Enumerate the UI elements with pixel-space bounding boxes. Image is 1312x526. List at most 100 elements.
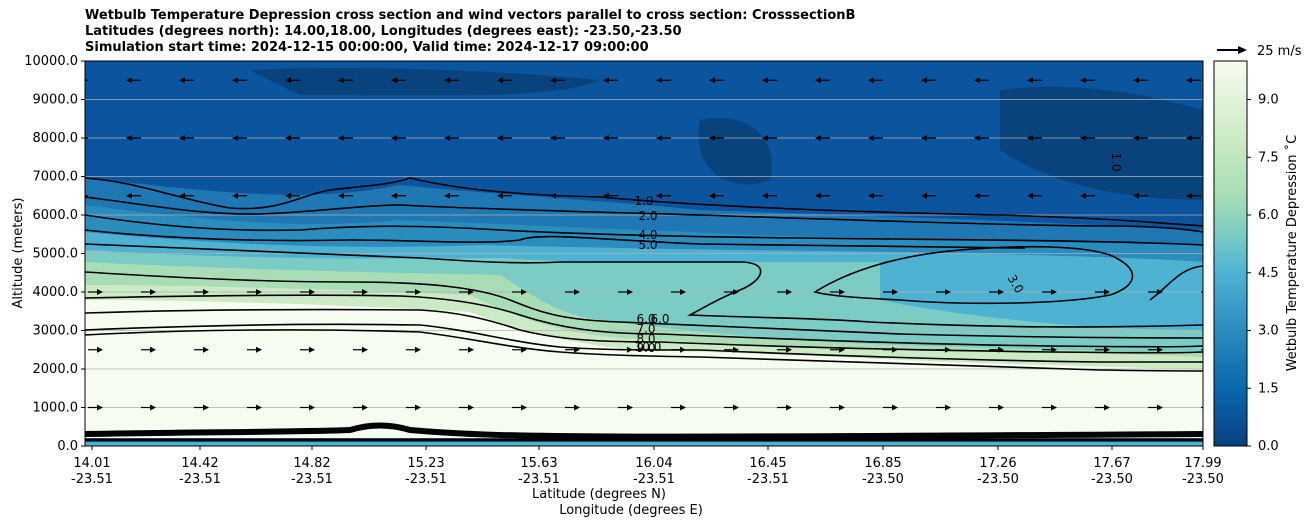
- wind-vector-head: [733, 289, 739, 295]
- x-axis-label-lat: Latitude (degrees N): [532, 487, 666, 502]
- contour-fill-darker-patch: [250, 68, 1203, 200]
- wind-vector-head: [1186, 192, 1192, 199]
- wind-vector-head: [1051, 289, 1057, 295]
- x-tick-label-lon: -23.51: [518, 472, 560, 487]
- contour-line: [85, 271, 1203, 339]
- wind-vector-head: [974, 77, 980, 84]
- wind-vector-head: [362, 404, 368, 411]
- wind-vector-head: [550, 192, 556, 199]
- wind-vector-head: [815, 135, 821, 141]
- x-tick-label-lat: 14.82: [293, 456, 330, 471]
- wind-vector-head: [415, 404, 421, 411]
- contour-line: [85, 294, 1203, 348]
- wind-vector-head: [656, 77, 662, 84]
- wind-vector-head: [839, 289, 845, 295]
- x-tick-label-lat: 14.42: [181, 456, 218, 471]
- wind-vector-head: [391, 77, 397, 84]
- contour-label: 7.0: [636, 322, 655, 336]
- wind-vector-head: [998, 346, 1004, 353]
- wind-vector-head: [945, 346, 951, 353]
- wind-vector-head: [444, 135, 450, 141]
- wind-vector-head: [1080, 77, 1086, 84]
- colorbar-tick-label: 4.5: [1258, 266, 1279, 281]
- wind-vector-head: [203, 289, 209, 295]
- wind-vector-head: [150, 404, 156, 411]
- wind-vector-head: [786, 404, 792, 411]
- x-tick-label-lon: -23.51: [633, 472, 675, 487]
- wind-vector-head: [126, 135, 132, 141]
- y-tick-label: 6000.0: [33, 208, 79, 223]
- wind-vector-head: [338, 77, 344, 84]
- wind-vector-head: [97, 289, 103, 295]
- contour-line: [85, 196, 1203, 233]
- wind-vector-head: [762, 192, 768, 199]
- wind-vector-head: [126, 192, 132, 199]
- x-tick-label-lat: 17.26: [979, 456, 1016, 471]
- wind-vector-head: [391, 135, 397, 141]
- contour-line: [85, 308, 1203, 354]
- wind-vector-head: [868, 135, 874, 141]
- wind-vector-head: [126, 77, 132, 84]
- wind-vector-head: [1157, 346, 1163, 353]
- contour-label: 4.0: [638, 228, 657, 242]
- wind-vector-head: [179, 77, 185, 84]
- wind-vector-head: [627, 346, 633, 353]
- x-tick-label-lon: -23.51: [405, 472, 447, 487]
- contour-label: 5.0: [638, 238, 657, 252]
- wind-vector-head: [1133, 77, 1139, 84]
- wind-vector-head: [574, 404, 580, 411]
- contour-label: 1.0: [634, 194, 653, 208]
- wind-vector-head: [656, 192, 662, 199]
- x-tick-label-lat: 15.23: [407, 456, 444, 471]
- x-tick-label-lon: -23.50: [977, 472, 1019, 487]
- wind-vector-head: [680, 289, 686, 295]
- wind-vector-head: [868, 77, 874, 84]
- wind-vector-head: [521, 404, 527, 411]
- wind-vector-head: [179, 192, 185, 199]
- contour-line: [813, 245, 1134, 305]
- y-axis: 0.0 1000.0 2000.0 3000.0 4000.0 5000.0 6000.0 7…: [24, 54, 85, 454]
- wind-vector-head: [1133, 135, 1139, 141]
- wind-vector-head: [150, 289, 156, 295]
- colorbar-tick-label: 6.0: [1258, 208, 1279, 223]
- wind-vector-head: [709, 77, 715, 84]
- wind-vector-head: [1186, 135, 1192, 141]
- wind-vector-head: [603, 135, 609, 141]
- wind-vector-head: [1080, 135, 1086, 141]
- wind-vector-head: [97, 404, 103, 411]
- wind-vector-head: [1080, 192, 1086, 199]
- wind-vector-head: [709, 192, 715, 199]
- wind-vector-head: [444, 192, 450, 199]
- y-axis-label: Altitude (meters): [11, 198, 26, 309]
- wind-vector-head: [786, 346, 792, 353]
- wind-vector-head: [892, 404, 898, 411]
- wind-vector-head: [550, 77, 556, 84]
- wind-vector-head: [1104, 404, 1110, 411]
- y-tick-label: 3000.0: [33, 324, 79, 339]
- grid-lines: [85, 99, 1203, 408]
- wind-vector-head: [256, 404, 262, 411]
- x-tick-label-lat: 16.04: [635, 456, 672, 471]
- x-tick-label-lat: 16.85: [864, 456, 901, 471]
- quiver-key: 25 m/s: [1217, 44, 1302, 59]
- wind-vector-head: [468, 404, 474, 411]
- y-tick-label: 10000.0: [24, 54, 78, 69]
- wind-vector-head: [892, 289, 898, 295]
- x-tick-label-lat: 15.63: [520, 456, 557, 471]
- colorbar: [1213, 60, 1248, 447]
- wind-vector-head: [285, 77, 291, 84]
- y-tick-label: 9000.0: [33, 93, 79, 108]
- wind-vector-head: [256, 289, 262, 295]
- wind-vector-head: [1157, 289, 1163, 295]
- wind-vector-head: [497, 77, 503, 84]
- colorbar-tick-label: 0.0: [1258, 439, 1279, 454]
- wind-vector-head: [892, 346, 898, 353]
- contour-line: [85, 422, 1203, 440]
- contour-lines: [85, 177, 1203, 442]
- contour-label: 1.0: [1109, 152, 1123, 171]
- wind-vector-head: [839, 346, 845, 353]
- wind-vector-head: [468, 289, 474, 295]
- quiver-key-label: 25 m/s: [1257, 44, 1302, 59]
- wind-vector-head: [998, 289, 1004, 295]
- contour-line: [1149, 265, 1203, 301]
